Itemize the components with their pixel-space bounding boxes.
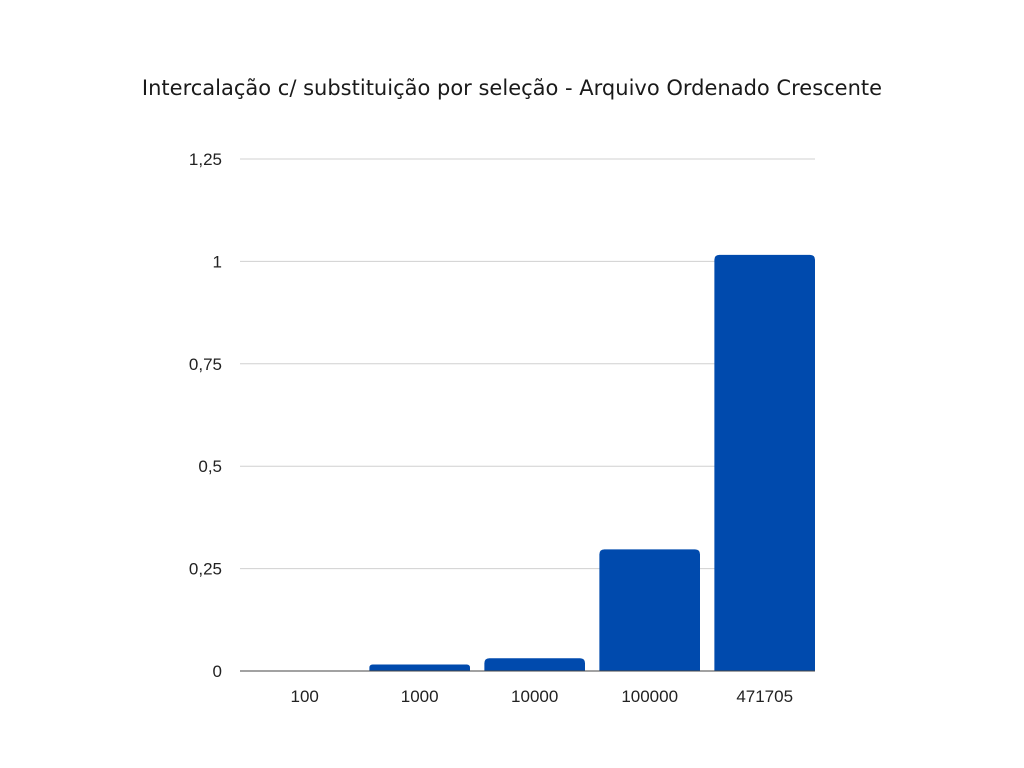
x-tick-label: 10000	[511, 687, 558, 706]
y-tick-labels: 0 0,25 0,5 0,75 1 1,25	[189, 150, 222, 681]
x-tick-label: 100000	[621, 687, 678, 706]
x-tick-labels: 100 1000 10000 100000 471705	[291, 687, 794, 706]
y-tick-label: 1,25	[189, 150, 222, 169]
y-tick-label: 0,25	[189, 560, 222, 579]
y-tick-label: 0	[213, 662, 222, 681]
y-tick-label: 0,5	[198, 457, 222, 476]
x-tick-label: 100	[291, 687, 319, 706]
y-tick-label: 0,75	[189, 355, 222, 374]
x-tick-label: 471705	[736, 687, 793, 706]
bars	[254, 254, 815, 671]
y-tick-label: 1	[213, 252, 222, 271]
bar-471705	[714, 254, 815, 671]
x-tick-label: 1000	[401, 687, 439, 706]
bar-100000	[599, 549, 700, 671]
bar-1000	[369, 664, 470, 671]
bar-10000	[484, 658, 585, 671]
chart-title: Intercalação c/ substituição por seleção…	[141, 76, 883, 100]
